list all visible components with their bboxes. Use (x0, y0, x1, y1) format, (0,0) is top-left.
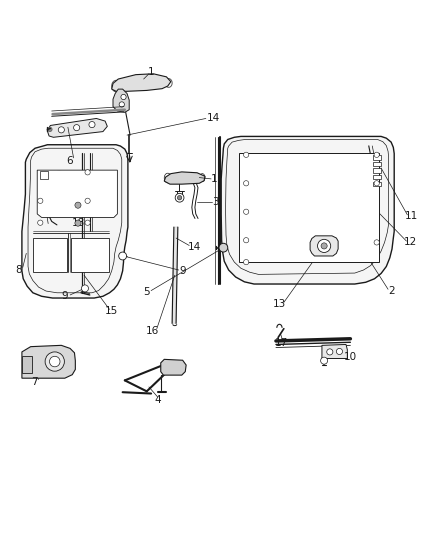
Circle shape (81, 285, 88, 292)
Circle shape (336, 349, 343, 354)
Polygon shape (113, 89, 129, 112)
Text: 14: 14 (187, 242, 201, 252)
Circle shape (49, 356, 60, 367)
Text: 8: 8 (15, 265, 22, 275)
Circle shape (48, 127, 52, 132)
Polygon shape (172, 227, 178, 324)
Circle shape (318, 239, 331, 253)
Text: 14: 14 (207, 114, 220, 124)
Circle shape (119, 102, 124, 107)
Text: 16: 16 (146, 326, 159, 336)
Text: 18: 18 (71, 217, 85, 228)
Circle shape (374, 240, 379, 245)
Text: 15: 15 (105, 306, 118, 316)
Polygon shape (22, 145, 128, 298)
Polygon shape (239, 152, 379, 262)
Polygon shape (112, 74, 171, 91)
FancyBboxPatch shape (373, 168, 381, 173)
Polygon shape (37, 170, 117, 217)
Text: 5: 5 (143, 287, 150, 297)
Circle shape (38, 220, 43, 225)
Polygon shape (310, 236, 338, 256)
Circle shape (175, 193, 184, 202)
Text: 7: 7 (31, 377, 38, 387)
Circle shape (321, 243, 327, 249)
Text: 2: 2 (388, 286, 395, 296)
FancyBboxPatch shape (22, 356, 32, 373)
Circle shape (244, 181, 249, 186)
Text: 1: 1 (147, 67, 154, 77)
FancyBboxPatch shape (373, 175, 381, 179)
Circle shape (327, 349, 333, 355)
Polygon shape (71, 238, 109, 272)
FancyBboxPatch shape (373, 182, 381, 186)
Text: 12: 12 (404, 237, 417, 247)
Circle shape (244, 260, 249, 265)
Circle shape (374, 181, 379, 186)
Polygon shape (161, 359, 186, 375)
Circle shape (219, 243, 228, 252)
Text: 3: 3 (212, 197, 219, 207)
Polygon shape (322, 344, 347, 359)
Text: 9: 9 (180, 266, 187, 276)
Circle shape (374, 152, 379, 157)
Circle shape (75, 202, 81, 208)
Circle shape (45, 352, 64, 371)
Text: 6: 6 (66, 156, 73, 166)
Polygon shape (164, 172, 205, 184)
Circle shape (244, 152, 249, 157)
Polygon shape (33, 238, 67, 272)
Circle shape (89, 122, 95, 128)
Circle shape (85, 220, 90, 225)
Text: 1: 1 (211, 174, 218, 184)
Text: 11: 11 (405, 211, 418, 221)
Circle shape (244, 209, 249, 214)
Text: 13: 13 (272, 298, 286, 309)
Circle shape (85, 169, 90, 175)
Polygon shape (47, 118, 107, 138)
Text: 9: 9 (61, 291, 68, 301)
Circle shape (121, 94, 126, 100)
Polygon shape (22, 345, 75, 378)
Text: 17: 17 (275, 338, 288, 348)
Polygon shape (221, 136, 394, 284)
Polygon shape (40, 171, 48, 179)
Circle shape (74, 125, 80, 131)
Circle shape (321, 357, 328, 364)
Circle shape (85, 198, 90, 204)
FancyBboxPatch shape (373, 155, 381, 159)
Circle shape (177, 196, 182, 200)
Text: 4: 4 (154, 395, 161, 405)
FancyBboxPatch shape (373, 162, 381, 166)
Circle shape (119, 252, 127, 260)
Text: 10: 10 (344, 352, 357, 362)
Circle shape (58, 127, 64, 133)
Circle shape (75, 220, 81, 226)
Circle shape (38, 198, 43, 204)
Circle shape (244, 238, 249, 243)
